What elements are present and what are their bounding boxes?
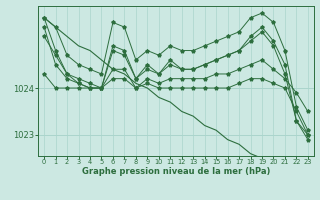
X-axis label: Graphe pression niveau de la mer (hPa): Graphe pression niveau de la mer (hPa) (82, 167, 270, 176)
